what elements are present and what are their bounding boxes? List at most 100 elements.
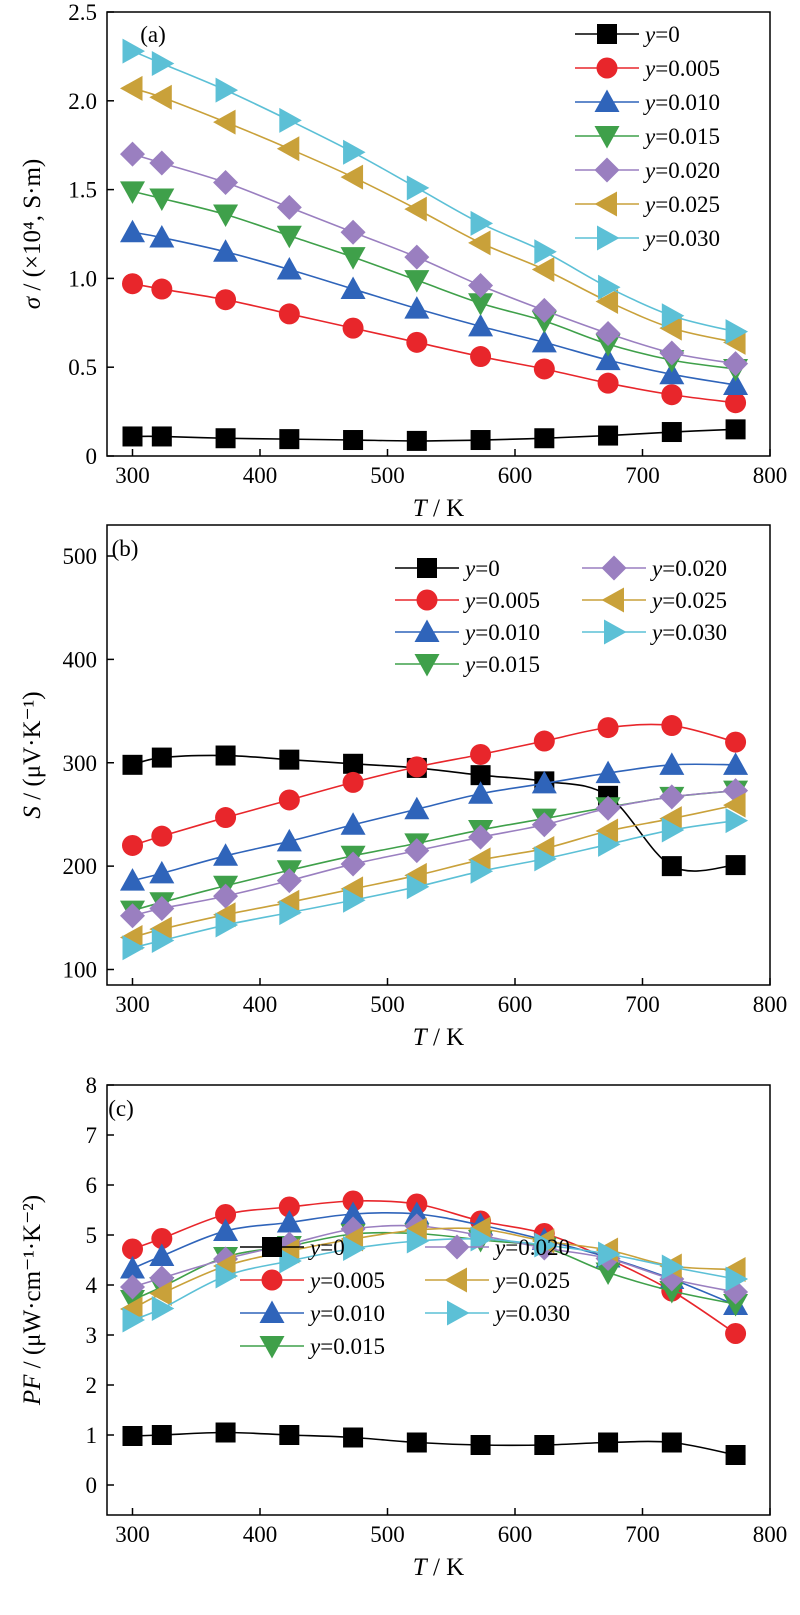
legend-label: y=0.005	[643, 56, 720, 81]
x-tick-label: 700	[625, 463, 660, 488]
data-point	[120, 1274, 145, 1300]
data-point	[725, 731, 747, 753]
data-point	[276, 868, 302, 894]
data-point	[597, 372, 619, 394]
legend-entry: y=0.015	[575, 124, 720, 149]
legend-entry: y=0.030	[582, 619, 727, 645]
legend-label: y=0.010	[643, 90, 720, 115]
series-y-0-025	[120, 792, 746, 950]
data-point	[723, 752, 749, 775]
data-point	[343, 1427, 364, 1448]
y-axis-label: σ / (×10⁴, S·m)	[19, 159, 46, 309]
data-point	[151, 426, 172, 447]
data-point	[598, 831, 621, 857]
data-point	[213, 169, 239, 195]
data-point	[120, 1296, 143, 1322]
data-point	[595, 347, 621, 371]
x-tick-label: 500	[370, 992, 405, 1017]
data-point	[661, 303, 685, 329]
data-point	[149, 150, 175, 176]
data-point	[725, 808, 749, 834]
legend: y=0 y=0.005 y=0.010 y=0.015 y=0.020 y=0.025 y=…	[395, 555, 727, 677]
legend-marker	[444, 1234, 470, 1260]
data-point	[279, 1248, 302, 1274]
data-point	[122, 38, 145, 64]
data-point	[723, 792, 746, 818]
data-point	[122, 834, 143, 856]
series-line	[132, 754, 736, 872]
data-point	[215, 428, 236, 449]
legend-label: y=0.020	[493, 1235, 570, 1260]
legend: y=0 y=0.005 y=0.010 y=0.015 y=0.020 y=0.025 y=…	[240, 1234, 570, 1359]
data-point	[278, 789, 300, 811]
data-point	[725, 392, 747, 414]
data-point	[531, 812, 557, 838]
legend-marker	[594, 126, 620, 149]
panel-label: (a)	[140, 22, 166, 47]
legend: y=0 y=0.005 y=0.010 y=0.015 y=0.020 y=0.025 y=…	[575, 22, 720, 251]
data-point	[151, 928, 175, 954]
data-point	[343, 1236, 366, 1261]
panel-label: (c)	[108, 1096, 134, 1121]
data-point	[151, 1296, 175, 1321]
data-point	[725, 1266, 749, 1292]
data-point	[149, 896, 175, 922]
data-point	[470, 743, 492, 765]
data-point	[213, 1218, 239, 1241]
data-point	[598, 274, 621, 300]
data-point	[276, 225, 302, 249]
data-point	[659, 752, 685, 775]
x-tick-label: 500	[370, 463, 405, 488]
panel-a: 300 400 500 600 700 800 0 0.5 1.0 1.5 2.0 2.5 T / K σ…	[19, 0, 787, 522]
data-point	[342, 317, 364, 339]
panel-label: (b)	[112, 536, 139, 561]
plot-frame	[106, 524, 771, 986]
legend-marker	[444, 1267, 467, 1293]
data-point	[534, 428, 555, 449]
y-tick-label: 100	[63, 957, 98, 982]
x-tick-label: 600	[498, 1522, 533, 1547]
series-y-0-010	[120, 752, 749, 891]
data-point	[149, 225, 175, 248]
data-point	[661, 1254, 685, 1280]
data-point	[470, 210, 494, 236]
data-point	[406, 430, 427, 451]
legend-marker	[262, 1237, 282, 1257]
data-point	[342, 771, 364, 793]
data-point	[406, 175, 430, 201]
data-point	[725, 1445, 746, 1465]
data-point	[468, 273, 494, 299]
legend-entry: y=0.010	[240, 1300, 385, 1326]
data-point	[149, 1243, 175, 1266]
data-point	[122, 1426, 143, 1446]
data-point	[725, 1323, 747, 1344]
data-point	[470, 1435, 491, 1455]
data-point	[661, 856, 682, 877]
series-y-0-020	[120, 1213, 749, 1305]
series-y-0	[122, 745, 746, 877]
legend-marker	[601, 587, 624, 613]
y-tick-label: 0	[86, 1473, 98, 1498]
legend-marker	[417, 558, 437, 578]
data-point	[531, 329, 557, 353]
data-point	[279, 749, 300, 770]
legend-label: y=0.015	[308, 1334, 385, 1359]
x-axis-label: T / K	[413, 1554, 464, 1581]
legend-label: y=0.015	[643, 124, 720, 149]
legend-entry: y=0.010	[575, 89, 720, 115]
data-point	[213, 109, 236, 135]
legend-entry: y=0.005	[575, 56, 720, 81]
legend-marker	[414, 619, 440, 642]
data-point	[406, 331, 428, 353]
data-point	[213, 883, 239, 909]
data-point	[406, 1432, 427, 1453]
data-point	[595, 320, 621, 346]
panel-c: 300 400 500 600 700 800 0 1 2 3 4 5 6 7 8 T / K PF / (μW…	[19, 1073, 787, 1581]
legend-label: y=0.025	[643, 192, 720, 217]
y-axis-label: PF / (μW·cm⁻¹·K⁻²)	[19, 1195, 46, 1406]
data-point	[120, 1256, 145, 1279]
series-y-0	[122, 419, 746, 451]
data-point	[468, 293, 494, 316]
y-tick-label: 200	[63, 854, 98, 879]
data-point	[533, 730, 555, 752]
